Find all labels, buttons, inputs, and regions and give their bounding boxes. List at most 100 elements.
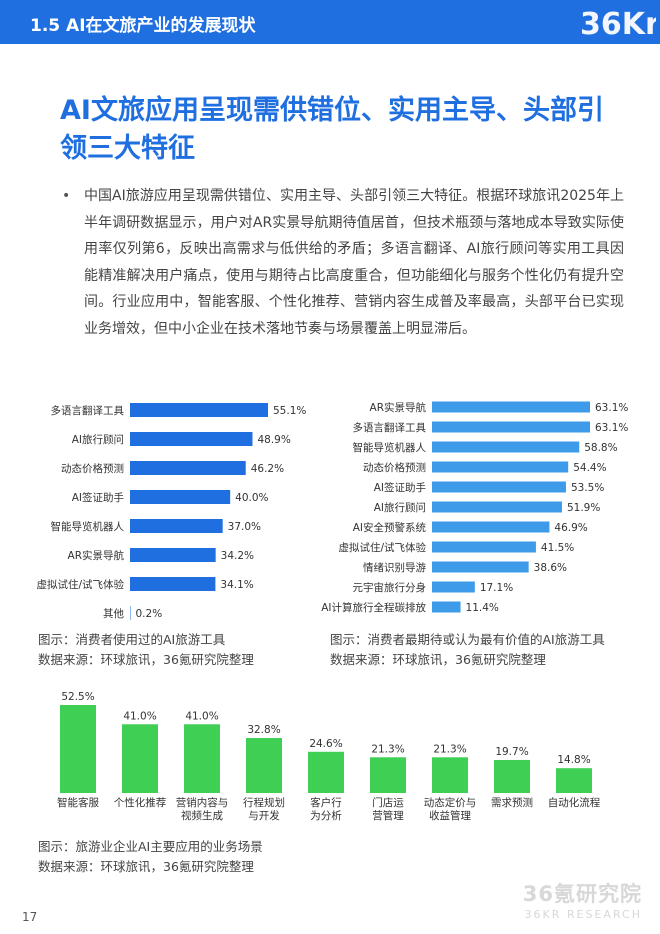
value-label: 58.8% bbox=[584, 442, 617, 454]
bar bbox=[432, 541, 536, 553]
bar bbox=[130, 432, 253, 446]
category-label: AI计算旅行全程碳排放 bbox=[321, 601, 426, 614]
bar bbox=[184, 724, 220, 793]
chart-used-tools-svg: 多语言翻译工具 55.1% AI旅行顾问 48.9% 动态价格预测 46.2% AI签证助手… bbox=[36, 403, 306, 620]
category-label: 个性化推荐 bbox=[114, 796, 167, 809]
category-label: 多语言翻译工具 bbox=[51, 404, 125, 417]
value-label: 40.0% bbox=[235, 492, 268, 504]
category-label: 营销内容与 bbox=[176, 796, 229, 809]
value-label: 41.0% bbox=[185, 710, 218, 722]
value-label: 24.6% bbox=[309, 738, 342, 750]
bar bbox=[130, 548, 216, 562]
category-label: 与开发 bbox=[248, 809, 280, 822]
category-label: 多语言翻译工具 bbox=[353, 421, 427, 434]
logo-text: 36Kr bbox=[580, 7, 656, 42]
bar bbox=[432, 441, 580, 453]
bar bbox=[130, 519, 223, 533]
bar bbox=[370, 757, 406, 793]
value-label: 34.1% bbox=[220, 579, 253, 591]
bar bbox=[494, 759, 530, 793]
watermark-cn: 36氪研究院 bbox=[522, 882, 642, 906]
value-label: 52.5% bbox=[61, 691, 94, 703]
section-title: 1.5 AI在文旅产业的发展现状 bbox=[30, 16, 256, 36]
category-label: 营管理 bbox=[372, 809, 404, 822]
chart1-source-text: 数据来源：环球旅讯，36氪研究院整理 bbox=[38, 652, 254, 667]
bar bbox=[130, 403, 268, 417]
category-label: 行程规划 bbox=[243, 796, 285, 809]
category-label: 智能客服 bbox=[57, 796, 99, 809]
category-label: 智能导览机器人 bbox=[51, 520, 125, 533]
category-label: 视频生成 bbox=[181, 809, 223, 822]
category-label: AI旅行顾问 bbox=[72, 433, 124, 446]
value-label: 46.9% bbox=[554, 522, 587, 534]
value-label: 54.4% bbox=[573, 462, 606, 474]
category-label: 其他 bbox=[103, 607, 124, 620]
category-label: 客户行 bbox=[310, 796, 342, 809]
value-label: 21.3% bbox=[433, 743, 466, 755]
value-label: 0.2% bbox=[136, 608, 163, 620]
value-label: 53.5% bbox=[571, 482, 604, 494]
watermark: 36氪研究院 36KR RESEARCH bbox=[523, 878, 642, 921]
bar bbox=[432, 461, 569, 473]
category-label: AI安全预警系统 bbox=[353, 521, 427, 534]
value-label: 21.3% bbox=[371, 743, 404, 755]
bar bbox=[432, 521, 550, 533]
category-label: 智能导览机器人 bbox=[353, 441, 427, 454]
bar bbox=[432, 581, 475, 593]
value-label: 38.6% bbox=[534, 562, 567, 574]
page-number: 17 bbox=[22, 910, 38, 924]
category-label: AR实景导航 bbox=[68, 549, 125, 562]
chart-business-scenarios: 52.5% 智能客服 41.0% 个性化推荐 41.0% 营销内容与 视频生成 32.8% 行程… bbox=[30, 685, 630, 830]
category-label: 虚拟试住/试飞体验 bbox=[36, 578, 124, 591]
chart2-source-text: 数据来源：环球旅讯，36氪研究院整理 bbox=[330, 652, 546, 667]
bar bbox=[130, 606, 131, 620]
bar bbox=[122, 724, 158, 793]
page-headline: AI文旅应用呈现需供错位、实用主导、头部引领三大特征 bbox=[60, 95, 604, 164]
bar bbox=[130, 461, 246, 475]
category-label: AI签证助手 bbox=[374, 481, 426, 494]
value-label: 51.9% bbox=[567, 502, 600, 514]
bar bbox=[432, 401, 590, 413]
bar bbox=[60, 705, 96, 793]
value-label: 14.8% bbox=[557, 754, 590, 766]
chart-expected-tools: AR实景导航 63.1% 多语言翻译工具 63.1% 智能导览机器人 58.8% 动态价格预… bbox=[321, 395, 660, 620]
bullet-dot: • bbox=[62, 188, 71, 204]
chart3-caption-text: 图示：旅游业企业AI主要应用的业务场景 bbox=[38, 839, 263, 854]
chart-used-tools-caption: 图示：消费者使用过的AI旅游工具 数据来源：环球旅讯，36氪研究院整理 bbox=[38, 630, 254, 670]
category-label: 门店运 bbox=[372, 796, 404, 809]
bar bbox=[432, 757, 468, 793]
chart3-source-text: 数据来源：环球旅讯，36氪研究院整理 bbox=[38, 859, 254, 874]
category-label: 自动化流程 bbox=[548, 796, 601, 809]
category-label: 虚拟试住/试飞体验 bbox=[338, 541, 426, 554]
chart-expected-tools-svg: AR实景导航 63.1% 多语言翻译工具 63.1% 智能导览机器人 58.8% 动态价格预… bbox=[321, 401, 628, 614]
category-label: 需求预测 bbox=[491, 796, 533, 809]
value-label: 11.4% bbox=[466, 602, 499, 614]
chart2-caption-text: 图示：消费者最期待或认为最有价值的AI旅游工具 bbox=[330, 632, 605, 647]
value-label: 41.0% bbox=[123, 710, 156, 722]
category-label: AI签证助手 bbox=[72, 491, 124, 504]
bar bbox=[246, 738, 282, 793]
category-label: 情绪识别导游 bbox=[363, 561, 426, 574]
value-label: 55.1% bbox=[273, 405, 306, 417]
value-label: 32.8% bbox=[247, 724, 280, 736]
chart-used-tools: 多语言翻译工具 55.1% AI旅行顾问 48.9% 动态价格预测 46.2% AI签证助手… bbox=[0, 395, 330, 620]
bar bbox=[308, 751, 344, 793]
body-paragraph: 中国AI旅游应用呈现需供错位、实用主导、头部引领三大特征。根据环球旅讯2025年… bbox=[84, 188, 624, 337]
bar bbox=[130, 577, 216, 591]
bar bbox=[432, 421, 590, 433]
value-label: 46.2% bbox=[251, 463, 284, 475]
bar bbox=[432, 561, 529, 573]
value-label: 37.0% bbox=[228, 521, 261, 533]
category-label: 动态价格预测 bbox=[61, 462, 124, 475]
value-label: 34.2% bbox=[221, 550, 254, 562]
value-label: 63.1% bbox=[595, 402, 628, 414]
watermark-en: 36KR RESEARCH bbox=[524, 908, 642, 921]
bar bbox=[432, 501, 562, 513]
value-label: 63.1% bbox=[595, 422, 628, 434]
category-label: 元宇宙旅行分身 bbox=[353, 581, 427, 594]
36kr-logo: 36Kr bbox=[580, 7, 656, 42]
section-header: 1.5 AI在文旅产业的发展现状 36Kr bbox=[0, 0, 660, 44]
value-label: 19.7% bbox=[495, 746, 528, 758]
category-label: 动态价格预测 bbox=[363, 461, 426, 474]
